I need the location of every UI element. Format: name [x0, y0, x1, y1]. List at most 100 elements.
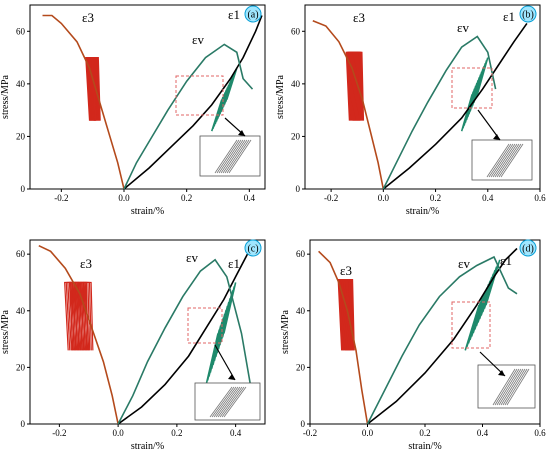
x-tick-label: 0.0 [362, 428, 374, 438]
strain-annotation: εv [457, 20, 469, 35]
zoom-region-box [175, 75, 224, 116]
x-tick-label: 0.4 [482, 193, 494, 203]
inset-trace [216, 139, 240, 174]
panel-badge [519, 239, 537, 257]
y-tick-label: 0 [21, 184, 26, 194]
inset-trace [496, 368, 520, 406]
volumetric-strain-curve [117, 258, 255, 425]
inset-trace [214, 139, 238, 174]
y-tick-label: 40 [16, 79, 26, 89]
y-tick-label: 20 [16, 131, 26, 141]
y-tick-label: 0 [301, 419, 306, 429]
strain-annotation: ε3 [340, 263, 352, 278]
arrow-line [214, 344, 236, 381]
x-tick-label: -0.2 [303, 428, 317, 438]
x-axis-label: strain/% [408, 441, 441, 452]
plot-frame [29, 239, 266, 425]
zoom-region-box [451, 301, 491, 349]
x-tick-label: -0.2 [324, 193, 338, 203]
inset-trace [500, 368, 524, 406]
radial-strain-loop [91, 56, 101, 121]
zoom-region-box [451, 67, 493, 109]
plot-frame [304, 4, 541, 190]
panel-badge [519, 5, 537, 23]
x-axis-label: strain/% [406, 206, 439, 217]
panel-label: (b) [522, 10, 534, 21]
x-tick-label: -0.2 [52, 428, 66, 438]
strain-annotation: εv [458, 256, 470, 271]
radial-strain-curve [312, 20, 385, 190]
y-tick-label: 20 [296, 362, 306, 372]
y-tick-label: 40 [291, 79, 301, 89]
panel-badge [244, 239, 262, 257]
volumetric-strain-curve [382, 35, 497, 190]
inset-trace [494, 368, 518, 406]
axial-strain-curve [117, 253, 249, 425]
y-axis-label: stress/MPa [0, 310, 11, 354]
x-tick-label: 0.2 [430, 193, 441, 203]
chart-panel: -0.2 0.0 0.2 0.4 0.6 0 20 40 60 strain/% stress/MP… [275, 4, 546, 217]
inset-trace [222, 139, 246, 174]
inset-trace [217, 386, 241, 418]
chart-panel: -0.2 0.0 0.2 0.4 0 20 40 60 strain/% stress/MPa ε3… [0, 4, 266, 217]
inset-trace [496, 143, 520, 178]
inset-trace [504, 368, 528, 406]
inset-trace [498, 368, 522, 406]
inset-trace [492, 143, 516, 178]
y-tick-label: 20 [16, 362, 26, 372]
y-axis-label: stress/MPa [280, 310, 291, 354]
y-tick-label: 40 [296, 306, 306, 316]
x-tick-label: 0.0 [378, 193, 390, 203]
arrow-head [228, 374, 235, 380]
x-tick-label: 0.0 [118, 193, 130, 203]
inset-trace [492, 368, 516, 406]
x-tick-label: 0.2 [181, 193, 192, 203]
strain-annotation: ε3 [80, 256, 92, 271]
x-axis-label: strain/% [131, 206, 164, 217]
axial-strain-curve [382, 22, 528, 190]
inset-trace [486, 143, 510, 178]
inset-trace [213, 386, 237, 418]
panel-label: (a) [247, 10, 258, 21]
inset-trace [494, 143, 518, 178]
strain-annotation: εv [186, 250, 198, 265]
y-tick-label: 60 [291, 26, 301, 36]
volumetric-strain-curve [123, 43, 254, 190]
inset-trace [223, 386, 247, 418]
chart-panel: -0.2 0.0 0.2 0.4 0.6 0 20 40 60 strain/% stress/MP… [280, 239, 546, 452]
volumetric-strain-loop [476, 57, 489, 95]
x-tick-label: -0.2 [54, 193, 68, 203]
x-tick-label: 0.6 [534, 428, 546, 438]
inset-trace [502, 368, 526, 406]
y-tick-label: 20 [291, 131, 301, 141]
inset-trace [228, 139, 252, 174]
strain-annotation: ε3 [353, 10, 365, 25]
inset-trace [500, 143, 524, 178]
panel-label: (c) [247, 244, 258, 255]
radial-strain-curve [38, 244, 119, 425]
x-tick-label: 0.6 [534, 193, 546, 203]
axial-strain-curve [123, 15, 263, 190]
inset-trace [226, 139, 250, 174]
volumetric-strain-curve [366, 255, 518, 425]
inset-trace [209, 386, 233, 418]
plot-frame [29, 4, 266, 190]
panel-label: (d) [522, 244, 534, 255]
arrow-head [498, 370, 505, 376]
y-axis-label: stress/MPa [275, 75, 286, 119]
x-tick-label: 0.4 [230, 428, 242, 438]
arrow-head [238, 130, 245, 136]
inset-trace [506, 368, 530, 406]
x-tick-label: 0.0 [113, 428, 125, 438]
inset-trace [488, 143, 512, 178]
volumetric-strain-loop [226, 67, 238, 100]
inset-trace [211, 386, 235, 418]
strain-annotation: ε1 [500, 253, 512, 268]
arrow-head [493, 134, 500, 140]
volumetric-strain-loop [485, 259, 501, 306]
inset-trace [219, 386, 243, 418]
volumetric-strain-loop [223, 282, 237, 334]
strain-annotation: ε3 [82, 10, 94, 25]
inset-trace [218, 139, 242, 174]
